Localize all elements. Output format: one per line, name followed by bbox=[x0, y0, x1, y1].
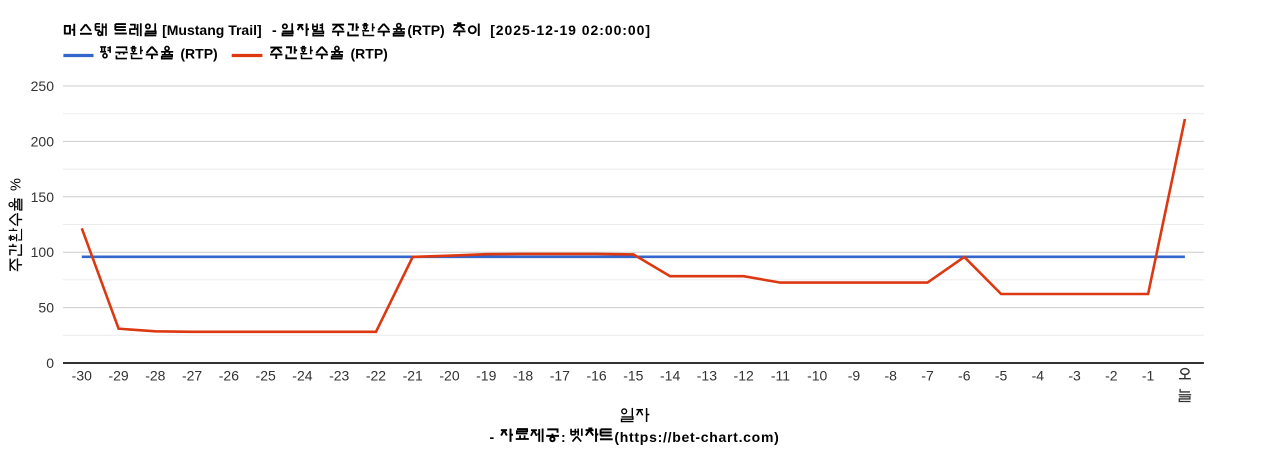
svg-text:-2: -2 bbox=[1105, 368, 1118, 384]
svg-text:-29: -29 bbox=[108, 368, 128, 384]
svg-text:-8: -8 bbox=[885, 368, 898, 384]
svg-text:-: - bbox=[490, 429, 495, 445]
svg-text:-9: -9 bbox=[848, 368, 861, 384]
svg-text:-14: -14 bbox=[660, 368, 680, 384]
svg-text:-22: -22 bbox=[366, 368, 386, 384]
svg-text:-4: -4 bbox=[1032, 368, 1045, 384]
svg-text:-28: -28 bbox=[145, 368, 165, 384]
svg-text:50: 50 bbox=[38, 300, 54, 316]
svg-text:-12: -12 bbox=[734, 368, 754, 384]
svg-text:-3: -3 bbox=[1068, 368, 1081, 384]
svg-text:-21: -21 bbox=[403, 368, 423, 384]
svg-text:-16: -16 bbox=[586, 368, 606, 384]
svg-text:[2025-12-19 02:00:00]: [2025-12-19 02:00:00] bbox=[490, 22, 651, 38]
svg-text:200: 200 bbox=[31, 133, 55, 149]
svg-text:100: 100 bbox=[31, 244, 55, 260]
svg-text:[Mustang Trail]: [Mustang Trail] bbox=[162, 22, 262, 38]
svg-text::: : bbox=[561, 429, 566, 445]
svg-text:(RTP): (RTP) bbox=[351, 46, 388, 62]
svg-text:-27: -27 bbox=[182, 368, 202, 384]
svg-text:-17: -17 bbox=[550, 368, 570, 384]
svg-text:-15: -15 bbox=[623, 368, 643, 384]
svg-text:-18: -18 bbox=[513, 368, 533, 384]
svg-text:%: % bbox=[9, 178, 25, 191]
svg-text:(RTP): (RTP) bbox=[407, 22, 444, 38]
svg-text:-19: -19 bbox=[476, 368, 496, 384]
svg-text:-6: -6 bbox=[958, 368, 971, 384]
svg-text:250: 250 bbox=[31, 78, 55, 94]
svg-text:-13: -13 bbox=[697, 368, 717, 384]
svg-text:-20: -20 bbox=[439, 368, 459, 384]
svg-text:(https://bet-chart.com): (https://bet-chart.com) bbox=[614, 429, 779, 445]
svg-text:-10: -10 bbox=[807, 368, 827, 384]
svg-text:-30: -30 bbox=[72, 368, 92, 384]
svg-text:-11: -11 bbox=[771, 368, 790, 384]
svg-text:-1: -1 bbox=[1142, 368, 1155, 384]
svg-text:-: - bbox=[272, 22, 277, 38]
svg-text:0: 0 bbox=[46, 355, 54, 371]
svg-text:-26: -26 bbox=[219, 368, 239, 384]
svg-text:-5: -5 bbox=[995, 368, 1008, 384]
svg-text:-24: -24 bbox=[292, 368, 312, 384]
svg-text:(RTP): (RTP) bbox=[180, 46, 217, 62]
svg-text:150: 150 bbox=[31, 189, 55, 205]
svg-text:-25: -25 bbox=[256, 368, 276, 384]
svg-text:-7: -7 bbox=[921, 368, 934, 384]
svg-text:-23: -23 bbox=[329, 368, 349, 384]
